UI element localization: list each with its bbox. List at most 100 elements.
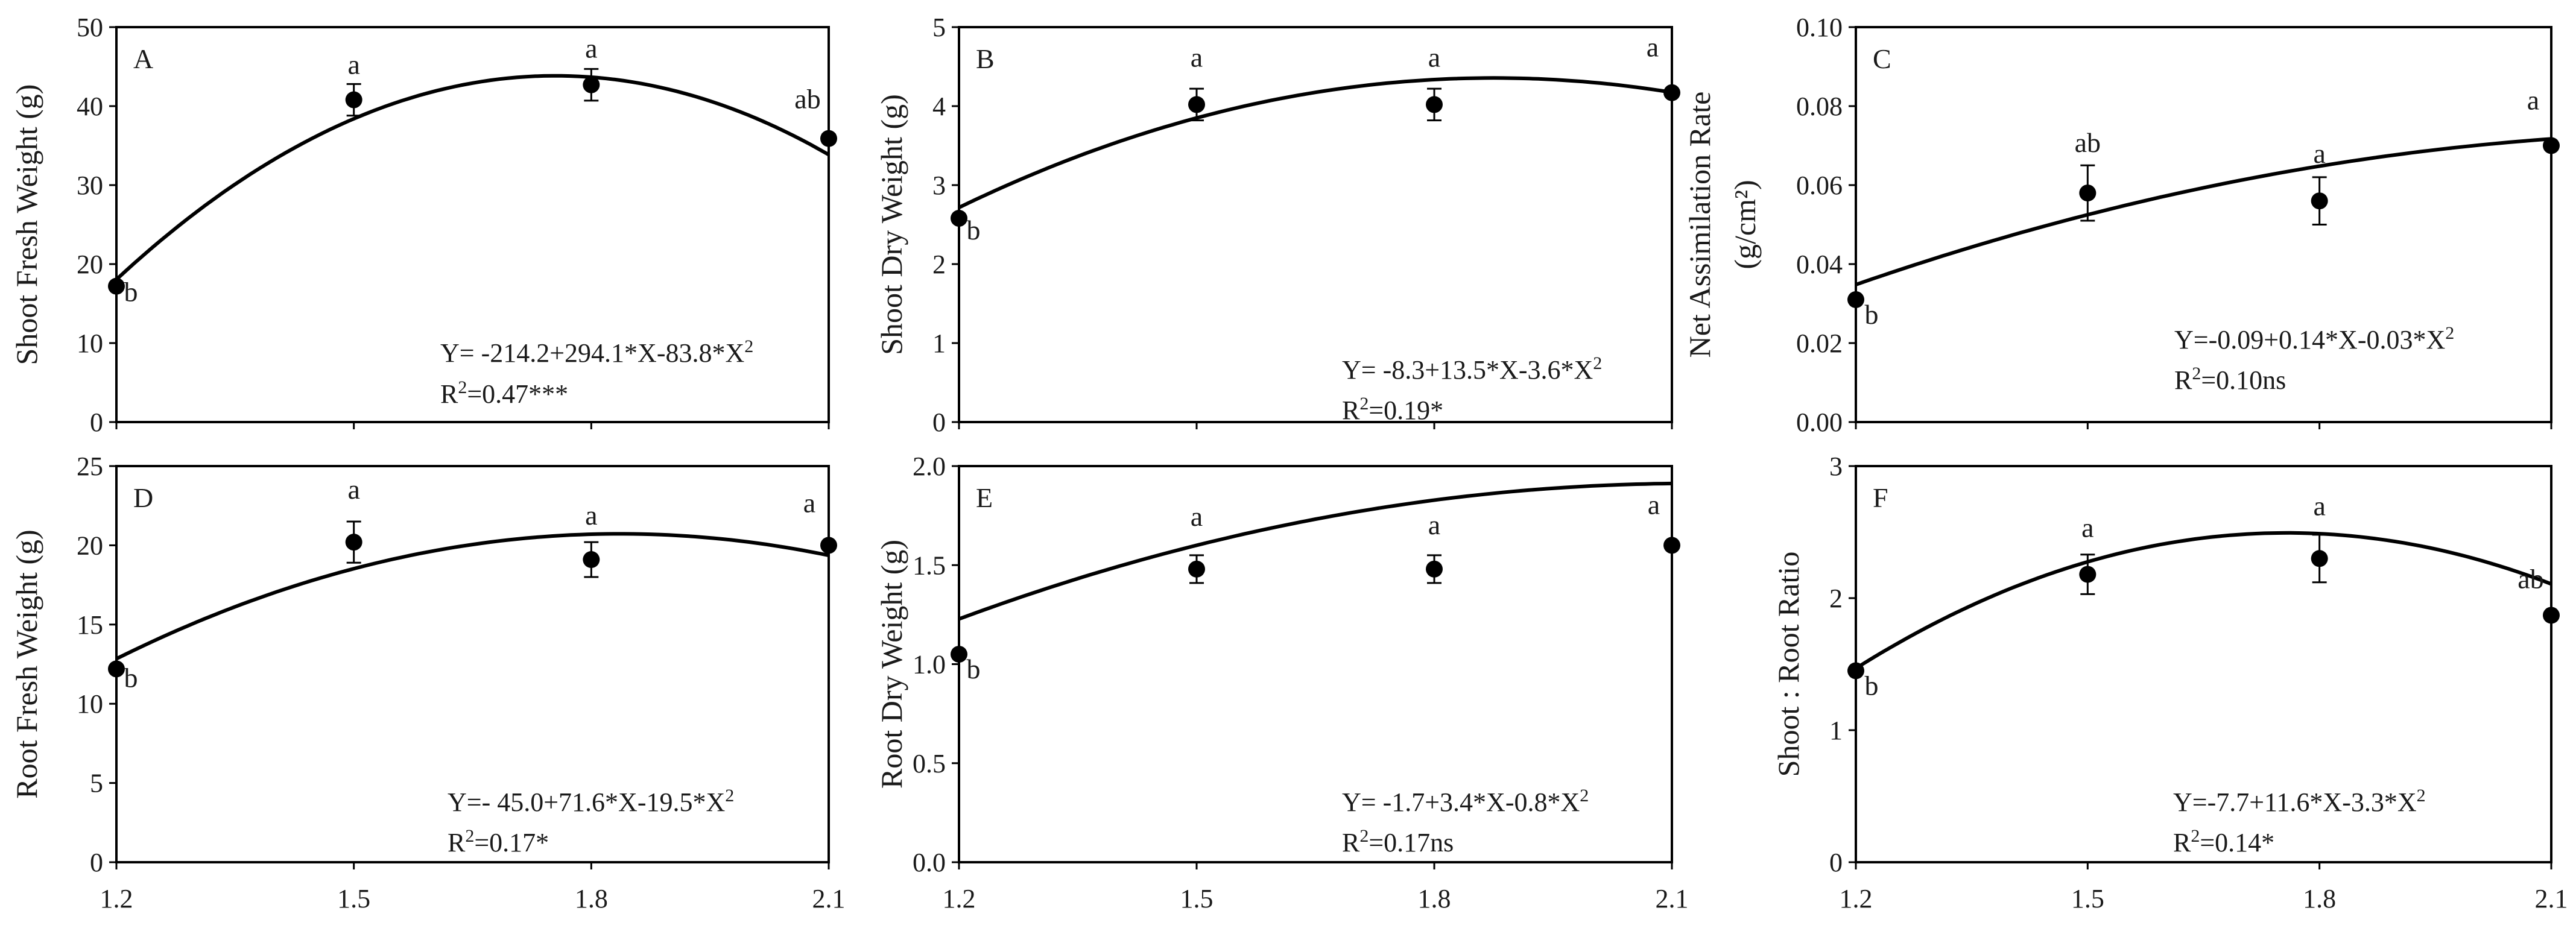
data-point (1426, 96, 1443, 113)
data-point (1847, 662, 1864, 680)
regression-equation: Y=-0.09+0.14*X-0.03*X2 (2174, 323, 2454, 355)
r-squared: R2=0.19* (1342, 394, 1443, 426)
r-squared: R2=0.17* (448, 826, 549, 858)
y-axis-title: Shoot : Root Ratio (1771, 552, 1805, 777)
y-tick-label: 2 (932, 250, 946, 279)
data-point (820, 537, 837, 554)
panel-a: 0 10 20 30 40 50 Shoot Fresh Weight (g) Ab a a ab Y… (10, 13, 837, 437)
significance-letter: a (803, 487, 815, 518)
data-point (2079, 185, 2097, 202)
y-tick-label: 5 (90, 769, 103, 798)
significance-letter: a (1428, 42, 1440, 72)
significance-letter: a (1191, 42, 1203, 72)
plot-frame (1855, 26, 2552, 423)
y-tick-label: 1 (1829, 716, 1843, 745)
data-point (2543, 607, 2560, 624)
significance-letter: b (967, 215, 981, 245)
y-tick-label: 0.0 (913, 848, 946, 877)
panel-e: 0.0 0.5 1.0 1.5 2.0 1.2 1.5 1.8 2.1 Root Dry Weig… (875, 452, 1689, 913)
x-tick-label: 1.2 (943, 884, 976, 913)
y-tick-label: 0 (1829, 848, 1843, 877)
x-tick-label: 2.1 (2535, 884, 2568, 913)
significance-letter: a (347, 474, 359, 505)
significance-letter: b (124, 662, 138, 693)
y-tick-label: 2 (1829, 584, 1843, 613)
y-tick-label: 0.04 (1796, 250, 1843, 279)
data-point (2543, 137, 2560, 154)
panel-d: 0 5 10 15 20 25 1.2 1.5 1.8 2.1 Root Fresh Weight … (10, 452, 846, 913)
x-tick-label: 2.1 (1656, 884, 1689, 913)
significance-letter: a (585, 33, 597, 64)
y-tick-label: 3 (1829, 452, 1843, 481)
regression-equation: Y= -1.7+3.4*X-0.8*X2 (1342, 786, 1589, 818)
significance-letter: a (2527, 85, 2539, 116)
significance-letter: a (2313, 490, 2325, 521)
regression-curve (958, 481, 1673, 621)
y-tick-label: 0.02 (1796, 329, 1843, 358)
regression-curve (115, 532, 829, 661)
y-tick-label: 20 (77, 250, 103, 279)
y-tick-label: 10 (77, 689, 103, 719)
y-tick-label: 40 (77, 92, 103, 121)
y-tick-label: 0.00 (1796, 408, 1843, 437)
data-point (345, 91, 362, 109)
panel-c: 0.00 0.02 0.04 0.06 0.08 0.10 Net Assimilation… (1683, 13, 2560, 437)
y-tick-label: 0 (90, 848, 103, 877)
x-tick-label: 1.5 (337, 884, 370, 913)
significance-letter: ab (794, 84, 820, 115)
y-axis-title: Root Dry Weight (g) (875, 540, 908, 789)
significance-letter: a (1428, 509, 1440, 540)
y-tick-label: 50 (77, 13, 103, 42)
y-tick-label: 30 (77, 171, 103, 200)
significance-letter: ab (2075, 127, 2101, 158)
y-tick-label: 0.5 (913, 749, 946, 778)
significance-letter: b (1865, 299, 1879, 330)
data-point (1663, 537, 1680, 554)
y-tick-label: 20 (77, 531, 103, 560)
significance-letter: b (124, 277, 138, 308)
y-axis-title: Shoot Dry Weight (g) (875, 94, 908, 355)
y-tick-label: 0 (932, 408, 946, 437)
data-point (583, 551, 600, 569)
y-tick-label: 3 (932, 171, 946, 200)
r-squared: R2=0.47*** (440, 377, 568, 409)
data-point (1663, 84, 1680, 101)
regression-curve (1855, 531, 2552, 670)
y-tick-label: 5 (932, 13, 946, 42)
regression-curve (1855, 137, 2552, 286)
y-tick-label: 1.0 (913, 650, 946, 680)
y-axis-unit: (g/cm²) (1728, 180, 1762, 269)
regression-curve (115, 74, 830, 281)
y-tick-label: 15 (77, 610, 103, 640)
data-point (108, 277, 125, 295)
regression-equation: Y= -214.2+294.1*X-83.8*X2 (440, 336, 753, 368)
significance-letter: b (1865, 670, 1879, 701)
significance-letter: a (1647, 32, 1659, 63)
data-point (1188, 560, 1205, 578)
y-tick-label: 0.06 (1796, 171, 1843, 200)
plot-frame (115, 26, 830, 423)
x-tick-label: 1.2 (1840, 884, 1873, 913)
panel-b: 0 1 2 3 4 5 Shoot Dry Weight (g) Bb a a a Y= -8.3+1… (875, 13, 1680, 437)
x-tick-label: 1.8 (1418, 884, 1451, 913)
data-point (820, 130, 837, 147)
y-tick-label: 4 (932, 92, 946, 121)
regression-equation: Y= -8.3+13.5*X-3.6*X2 (1342, 353, 1602, 385)
data-point (2311, 550, 2328, 567)
data-point (1847, 291, 1864, 308)
panel-label: F (1873, 482, 1888, 513)
data-point (1188, 96, 1205, 113)
panel-f: 0 1 2 3 1.2 1.5 1.8 2.1 Shoot : Root Ratio Fb a a ab… (1771, 452, 2568, 913)
x-tick-label: 2.1 (812, 884, 846, 913)
data-point (2079, 566, 2097, 583)
y-tick-label: 1 (932, 329, 946, 358)
panel-label: B (976, 43, 995, 74)
y-tick-label: 0 (90, 408, 103, 437)
significance-letter: a (1191, 501, 1203, 532)
significance-letter: a (347, 49, 359, 80)
significance-letter: a (585, 500, 597, 531)
regression-equation: Y=- 45.0+71.6*X-19.5*X2 (448, 786, 734, 818)
y-tick-label: 0.08 (1796, 92, 1843, 121)
data-point (583, 76, 600, 93)
